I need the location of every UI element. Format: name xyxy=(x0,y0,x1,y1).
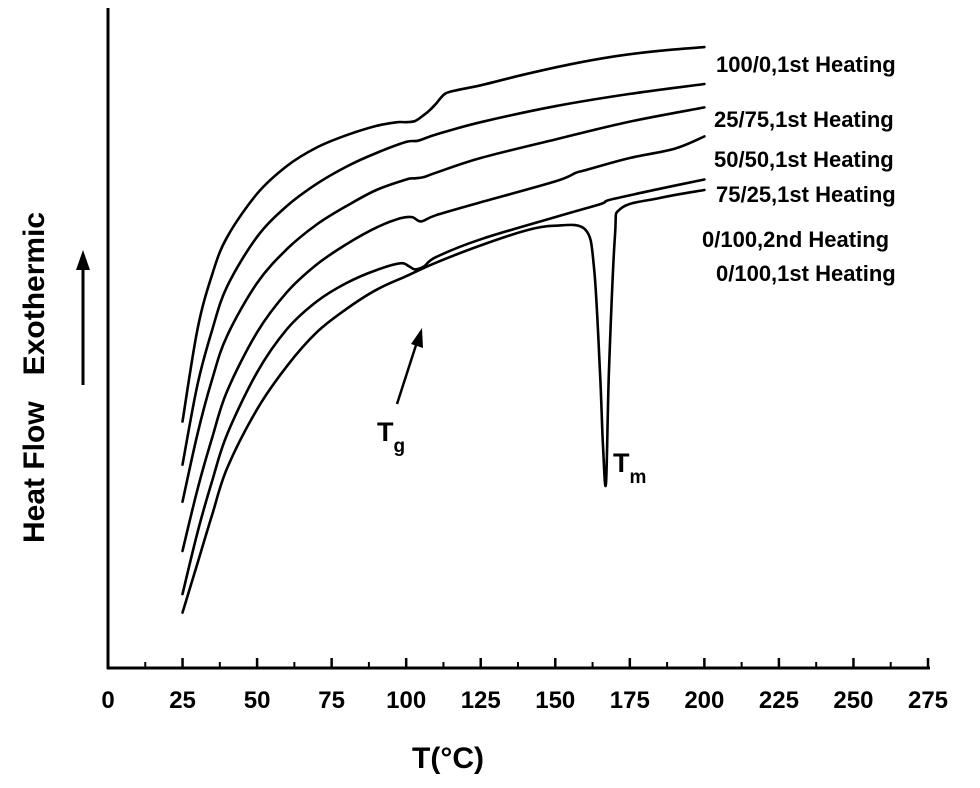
series-label: 0/100,1st Heating xyxy=(716,261,896,286)
x-tick-label: 150 xyxy=(535,687,575,714)
y-axis-title: Heat Flow Exothermic xyxy=(18,212,51,543)
x-tick-label: 50 xyxy=(244,687,271,714)
series-line xyxy=(181,135,706,553)
x-tick-label: 200 xyxy=(684,687,724,714)
series-label: 50/50,1st Heating xyxy=(714,147,894,172)
annotation-subscript: m xyxy=(630,467,647,488)
series-line xyxy=(181,178,706,596)
tg-arrow-head-icon xyxy=(411,328,423,348)
series-line xyxy=(181,188,706,614)
x-tick-label: 75 xyxy=(318,687,345,714)
annotation-subscript: g xyxy=(394,436,406,457)
up-arrow-head-icon xyxy=(76,250,90,270)
y-axis-title-part: Exothermic xyxy=(18,212,51,375)
series-line xyxy=(181,82,706,466)
x-tick-label: 250 xyxy=(833,687,873,714)
x-axis-title: T(°C) xyxy=(412,742,484,775)
series-label: 100/0,1st Heating xyxy=(716,52,896,77)
annotation-main: T xyxy=(613,448,630,478)
y-axis-title-part: Heat Flow xyxy=(18,401,51,543)
series-label: 0/100,2nd Heating xyxy=(702,227,889,252)
tg-arrow xyxy=(395,341,419,405)
annotation-main: T xyxy=(377,417,394,447)
axes-layer: 0 25 50 75 100 125 150 175 200 225 250 275 T(°C) Heat… xyxy=(18,8,948,775)
x-tick-label: 25 xyxy=(169,687,196,714)
tg-annotation: Tg xyxy=(377,417,405,457)
series-layer xyxy=(181,45,706,614)
x-tick-label: 175 xyxy=(610,687,650,714)
series-line xyxy=(181,45,706,423)
series-label: 75/25,1st Heating xyxy=(716,182,896,207)
labels-layer: 100/0,1st Heating 25/75,1st Heating 50/50,… xyxy=(702,52,896,286)
series-label: 25/75,1st Heating xyxy=(714,107,894,132)
x-tick-label: 275 xyxy=(908,687,948,714)
x-tick-label: 100 xyxy=(386,687,426,714)
series-line xyxy=(181,106,706,503)
x-tick-label: 225 xyxy=(759,687,799,714)
tm-annotation: Tm xyxy=(613,448,646,488)
x-tick-label: 125 xyxy=(461,687,501,714)
x-tick-label: 0 xyxy=(101,687,114,714)
